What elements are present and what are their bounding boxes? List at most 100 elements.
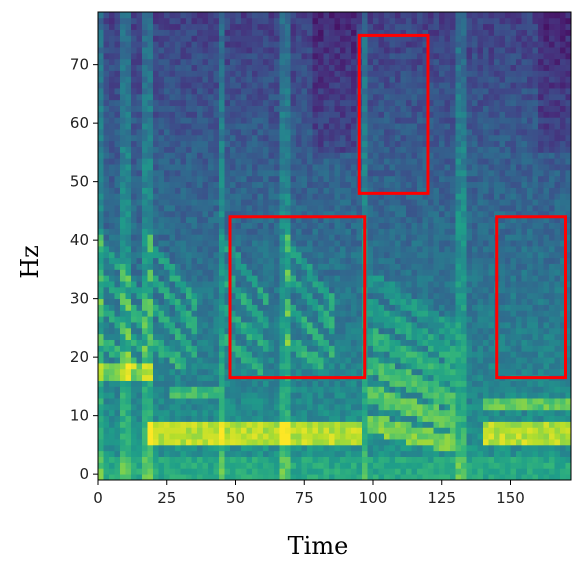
heatmap-cell: [147, 117, 154, 124]
heatmap-cell: [230, 327, 236, 335]
heatmap-cell: [334, 64, 341, 71]
heatmap-cell: [219, 210, 225, 218]
heatmap-cell: [180, 357, 187, 364]
heatmap-cell: [334, 193, 341, 200]
heatmap-cell: [323, 175, 330, 183]
heatmap-cell: [268, 111, 275, 118]
heatmap-cell: [230, 205, 236, 212]
heatmap-cell: [340, 99, 346, 106]
heatmap-cell: [147, 427, 154, 434]
heatmap-cell: [384, 398, 390, 405]
heatmap-cell: [323, 263, 330, 270]
heatmap-cell: [158, 82, 165, 89]
heatmap-cell: [307, 228, 313, 235]
heatmap-cell: [235, 292, 242, 300]
heatmap-cell: [120, 251, 126, 259]
heatmap-cell: [378, 58, 385, 66]
heatmap-cell: [406, 316, 412, 323]
heatmap-cell: [395, 82, 401, 89]
heatmap-cell: [367, 187, 374, 194]
heatmap-cell: [367, 23, 374, 30]
heatmap-cell: [356, 228, 363, 235]
heatmap-cell: [202, 58, 209, 66]
heatmap-cell: [114, 398, 121, 405]
heatmap-cell: [241, 111, 247, 118]
heatmap-cell: [296, 181, 302, 188]
heatmap-cell: [186, 409, 192, 417]
heatmap-cell: [422, 64, 429, 71]
heatmap-cell: [169, 158, 176, 165]
heatmap-cell: [246, 129, 253, 136]
heatmap-cell: [263, 403, 269, 411]
heatmap-cell: [131, 351, 137, 358]
heatmap-cell: [191, 52, 198, 60]
heatmap-cell: [384, 234, 390, 241]
heatmap-cell: [120, 193, 126, 200]
heatmap-cell: [186, 17, 192, 25]
heatmap-cell: [378, 187, 385, 194]
heatmap-cell: [147, 234, 154, 241]
heatmap-cell: [213, 292, 220, 300]
heatmap-cell: [373, 117, 379, 124]
heatmap-cell: [109, 368, 115, 376]
heatmap-cell: [136, 52, 143, 60]
heatmap-cell: [158, 269, 165, 276]
heatmap-cell: [246, 415, 253, 422]
heatmap-cell: [351, 450, 357, 457]
heatmap-cell: [120, 421, 126, 428]
heatmap-cell: [433, 47, 440, 54]
heatmap-cell: [219, 47, 225, 54]
heatmap-cell: [158, 88, 165, 95]
heatmap-cell: [334, 339, 341, 346]
heatmap-cell: [406, 468, 412, 475]
heatmap-cell: [274, 193, 280, 200]
heatmap-cell: [169, 64, 176, 71]
heatmap-cell: [384, 105, 390, 112]
heatmap-cell: [202, 158, 209, 165]
heatmap-cell: [246, 205, 253, 212]
heatmap-cell: [241, 64, 247, 71]
heatmap-cell: [290, 339, 297, 346]
heatmap-cell: [367, 76, 374, 83]
heatmap-cell: [362, 152, 368, 159]
heatmap-cell: [186, 462, 192, 469]
heatmap-cell: [329, 12, 335, 19]
heatmap-cell: [224, 58, 231, 66]
heatmap-cell: [279, 12, 286, 19]
heatmap-cell: [406, 380, 412, 387]
heatmap-cell: [384, 333, 390, 340]
heatmap-cell: [103, 64, 110, 71]
heatmap-cell: [422, 129, 429, 136]
heatmap-cell: [213, 105, 220, 112]
heatmap-cell: [417, 240, 423, 247]
heatmap-cell: [312, 175, 319, 183]
heatmap-cell: [345, 29, 352, 36]
heatmap-cell: [191, 292, 198, 300]
heatmap-cell: [241, 164, 247, 171]
heatmap-cell: [323, 111, 330, 118]
heatmap-cell: [323, 403, 330, 411]
heatmap-cell: [334, 292, 341, 300]
heatmap-cell: [175, 58, 181, 66]
heatmap-cell: [417, 316, 423, 323]
heatmap-cell: [175, 105, 181, 112]
heatmap-cell: [164, 175, 170, 183]
heatmap-cell: [142, 462, 148, 469]
heatmap-cell: [334, 450, 341, 457]
heatmap-cell: [296, 234, 302, 241]
heatmap-cell: [219, 76, 225, 83]
heatmap-cell: [257, 357, 264, 364]
heatmap-cell: [285, 316, 291, 323]
heatmap-cell: [109, 421, 115, 428]
heatmap-cell: [175, 111, 181, 118]
heatmap-cell: [241, 304, 247, 311]
heatmap-cell: [109, 310, 115, 317]
heatmap-cell: [263, 351, 269, 358]
heatmap-cell: [125, 345, 132, 352]
heatmap-cell: [142, 41, 148, 48]
heatmap-cell: [213, 82, 220, 89]
heatmap-cell: [169, 456, 176, 463]
heatmap-cell: [400, 310, 407, 317]
heatmap-cell: [169, 88, 176, 95]
heatmap-cell: [395, 146, 401, 153]
